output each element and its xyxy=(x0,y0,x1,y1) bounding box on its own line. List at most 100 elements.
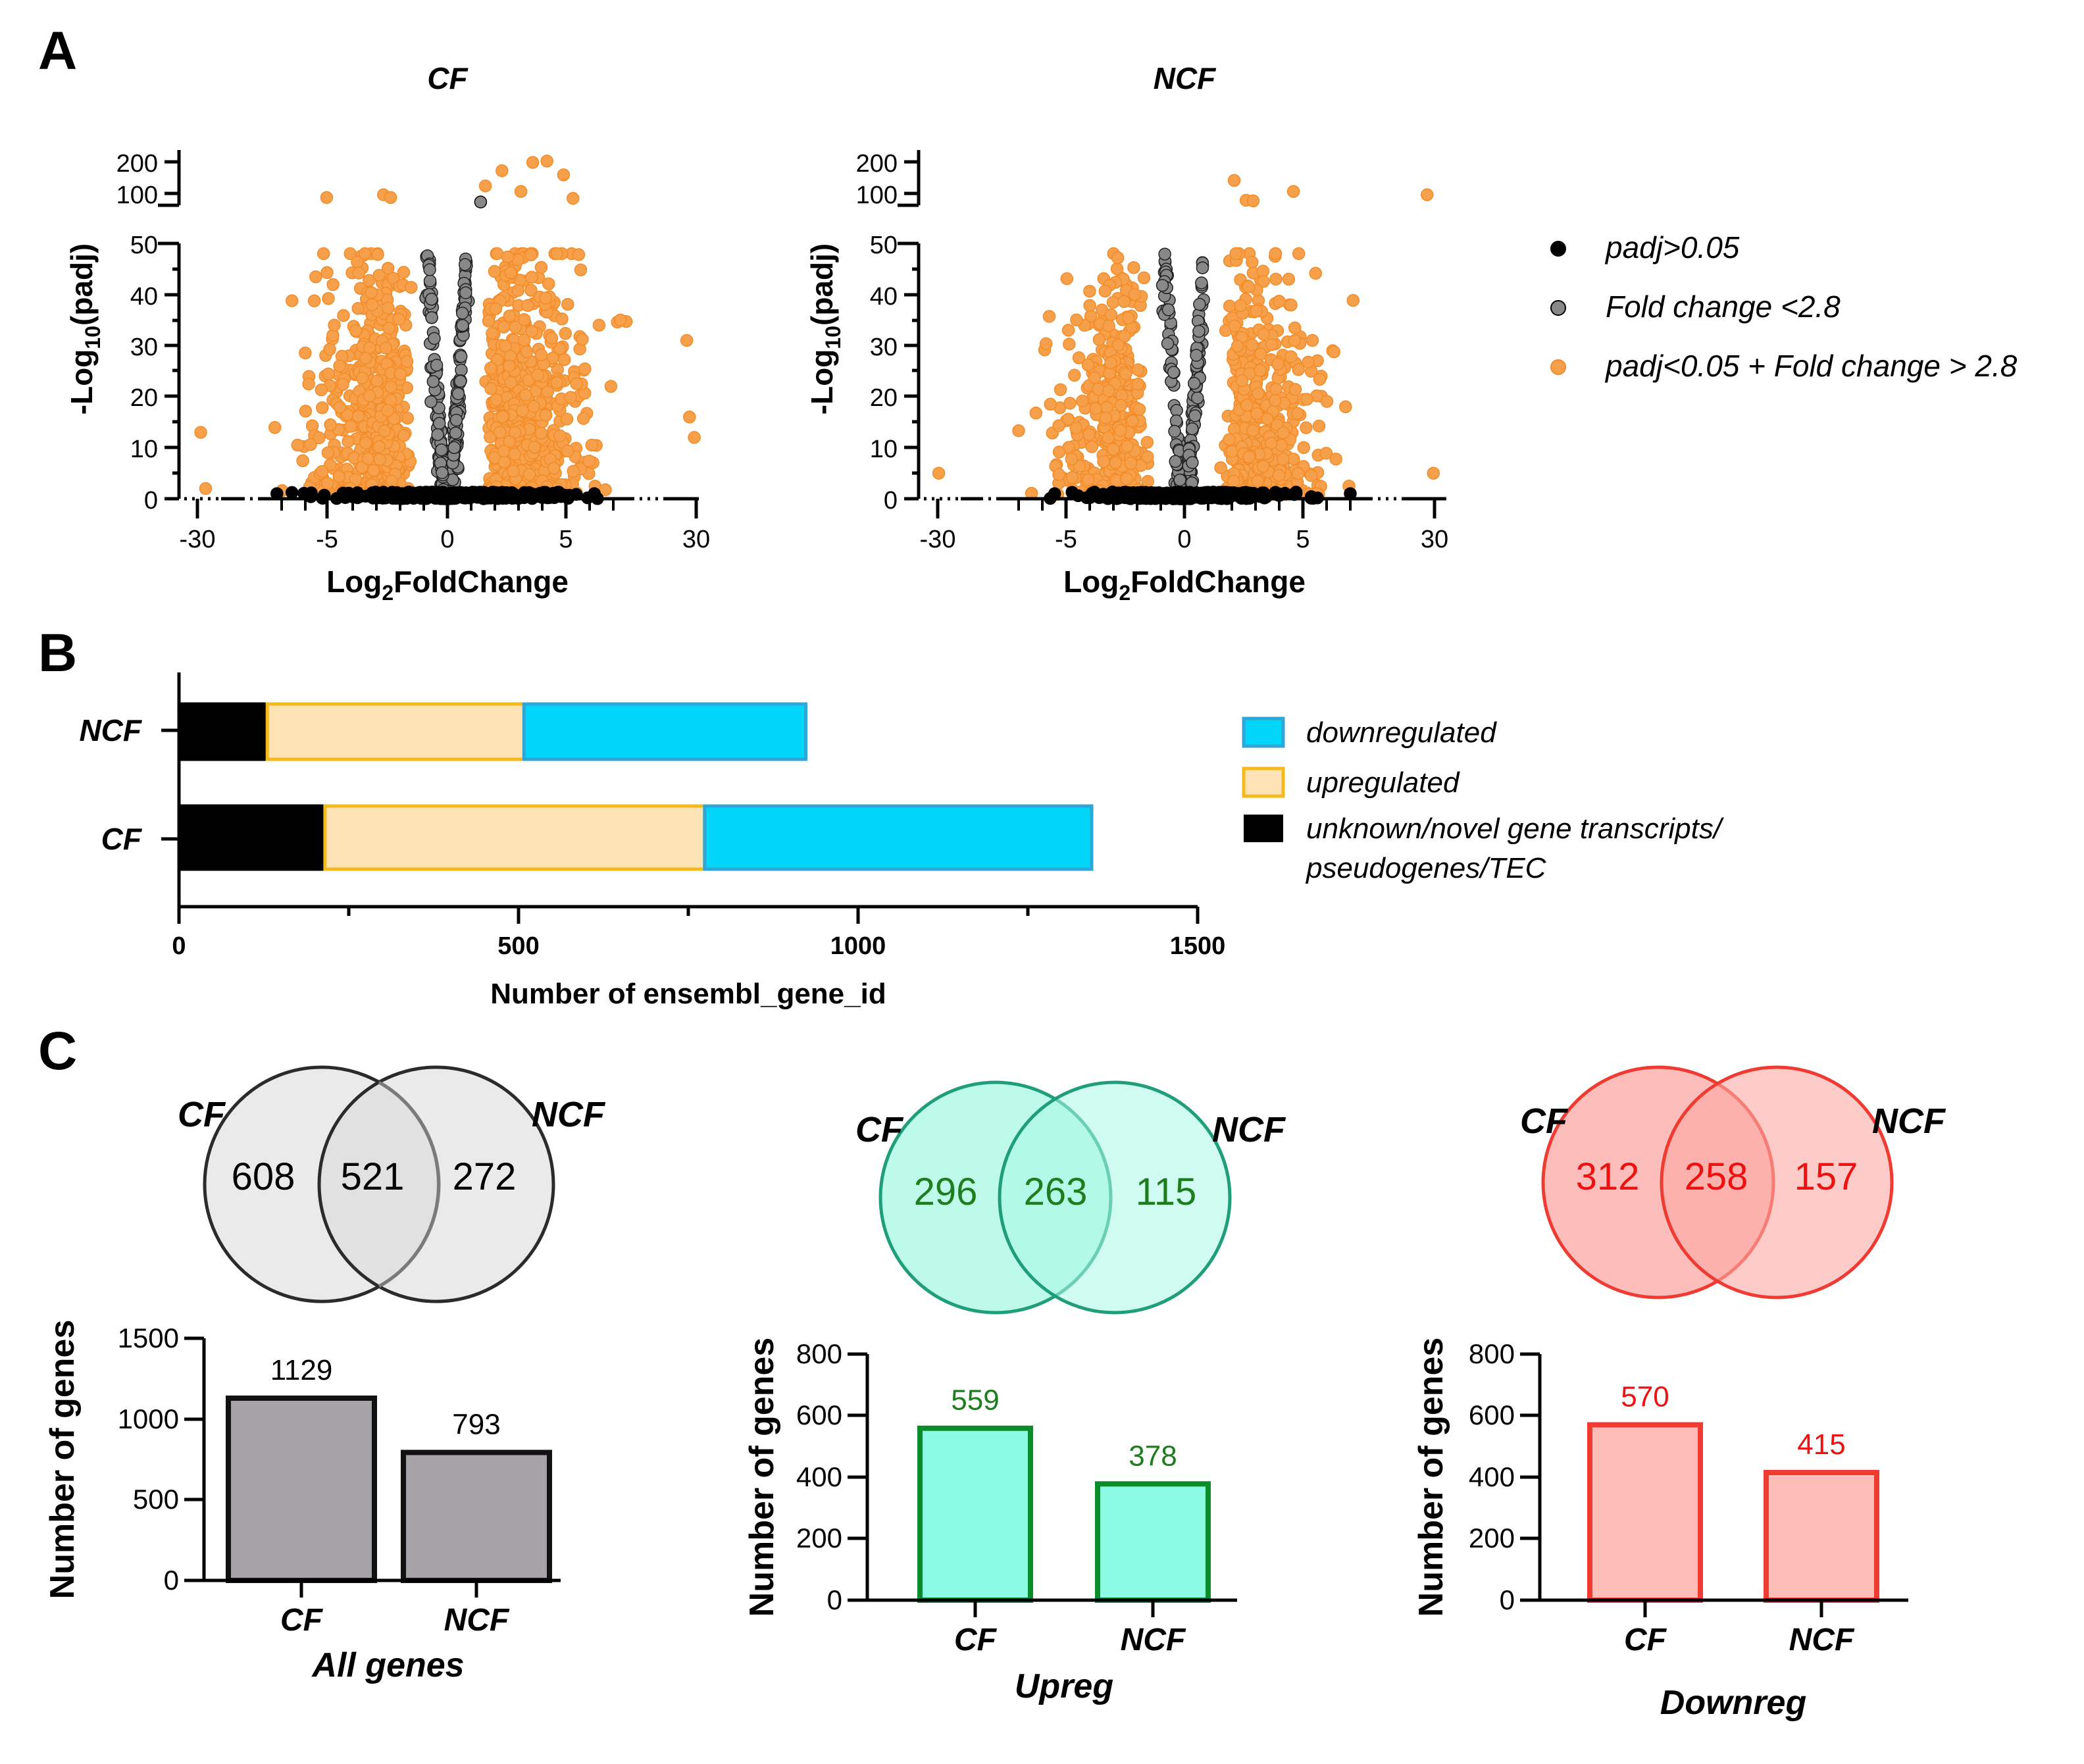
bar-all-ytick-0: 0 xyxy=(164,1565,179,1596)
volcano-point xyxy=(1109,456,1123,470)
volcano-cf-ytick-10: 10 xyxy=(130,436,158,463)
volcano-point xyxy=(521,299,534,313)
volcano-ncf-ytick-30: 30 xyxy=(870,334,898,361)
venn-upregulated: CF NCF 296 263 115 xyxy=(855,1080,1286,1315)
volcano-point xyxy=(1092,333,1106,346)
volcano-point xyxy=(488,265,501,278)
volcano-point xyxy=(496,410,509,424)
volcano-point xyxy=(1104,356,1117,370)
volcano-point xyxy=(431,428,444,441)
volcano-point xyxy=(1265,338,1279,351)
volcano-point xyxy=(1068,368,1081,382)
volcano-point xyxy=(332,470,346,484)
bar-value-label-cf: 1129 xyxy=(270,1354,333,1386)
volcano-point xyxy=(497,455,511,468)
volcano-point xyxy=(555,313,569,326)
volcano-point xyxy=(423,274,437,288)
volcano-point xyxy=(497,444,511,458)
volcano-point xyxy=(1193,297,1206,311)
volcano-point xyxy=(1061,324,1075,337)
volcano-point xyxy=(489,302,503,316)
volcano-point xyxy=(291,438,304,452)
volcano-point xyxy=(337,309,350,322)
volcano-point xyxy=(560,413,574,426)
volcano-point xyxy=(424,293,438,306)
volcano-point xyxy=(199,482,213,495)
volcano-ncf-title: NCF xyxy=(1154,61,1217,95)
volcano-point xyxy=(1126,414,1139,428)
volcano-point xyxy=(315,465,329,478)
volcano-point xyxy=(1269,382,1283,395)
volcano-point xyxy=(478,179,492,193)
bar-ncf xyxy=(401,1449,552,1583)
volcano-point xyxy=(520,345,534,359)
stacked-bar-category-ncf: NCF xyxy=(79,713,142,747)
bar-up-title: Upreg xyxy=(1015,1667,1113,1705)
volcano-point xyxy=(1297,441,1310,454)
volcano-point xyxy=(1309,266,1323,280)
volcano-point xyxy=(379,341,393,355)
volcano-ncf-ytick-200: 200 xyxy=(856,150,898,178)
bar-value-label-cf: 559 xyxy=(951,1384,999,1417)
volcano-point xyxy=(1254,364,1267,377)
volcano-point xyxy=(1132,403,1146,416)
volcano-point xyxy=(524,248,538,262)
volcano-point xyxy=(1137,271,1151,285)
bar-up-ytick-800: 800 xyxy=(796,1338,842,1369)
bar-ncf xyxy=(1095,1481,1211,1603)
volcano-point xyxy=(553,429,567,443)
volcano-point xyxy=(372,440,386,453)
volcano-point xyxy=(320,476,334,490)
volcano-point xyxy=(484,361,497,375)
volcano-point xyxy=(352,266,366,280)
volcano-point xyxy=(1070,313,1083,327)
volcano-point xyxy=(333,359,346,372)
volcano-cf-ytick-200: 200 xyxy=(116,150,158,178)
bar-all-ytick-500: 500 xyxy=(133,1484,179,1515)
volcano-point xyxy=(561,444,574,458)
volcano-point xyxy=(435,443,448,457)
volcano-point xyxy=(430,359,444,372)
volcano-ncf-x-axis xyxy=(924,497,1446,518)
volcano-point xyxy=(1110,262,1124,276)
legend-ns-label: padj>0.05 xyxy=(1604,230,1740,265)
volcano-point xyxy=(1169,414,1183,428)
stacked-bar-xtick-0: 0 xyxy=(172,932,186,960)
volcano-point xyxy=(382,322,395,335)
volcano-ncf-ytick-20: 20 xyxy=(870,384,898,412)
volcano-point xyxy=(1282,272,1296,286)
volcano-point xyxy=(1292,247,1306,261)
volcano-point xyxy=(1173,473,1186,487)
volcano-point xyxy=(382,301,395,315)
volcano-ncf-y-axis xyxy=(898,150,921,501)
volcano-point xyxy=(315,383,328,397)
volcano-point xyxy=(1085,440,1098,453)
venn-all-right-only: 272 xyxy=(453,1155,517,1198)
volcano-point xyxy=(567,191,580,205)
volcano-point xyxy=(405,281,418,294)
volcano-point xyxy=(1269,272,1283,286)
volcano-ncf-xtick-30: 30 xyxy=(1421,526,1448,553)
volcano-ncf-xtick-n5: -5 xyxy=(1055,526,1077,553)
volcano-point xyxy=(1042,310,1056,323)
volcano-point xyxy=(361,452,375,465)
volcano-cf-ytick-30: 30 xyxy=(130,334,158,361)
volcano-point xyxy=(1191,391,1204,405)
volcano-point xyxy=(1044,397,1057,411)
volcano-point xyxy=(1124,457,1138,470)
volcano-ncf-xlabel: Log2FoldChange xyxy=(1063,565,1306,605)
volcano-point xyxy=(424,395,438,409)
volcano-point xyxy=(507,465,520,478)
volcano-point xyxy=(1089,402,1102,415)
volcano-point xyxy=(1292,363,1305,376)
volcano-point xyxy=(540,155,553,168)
bar-up-ylabel: Number of genes xyxy=(743,1338,781,1617)
volcano-point xyxy=(1187,376,1201,390)
volcano-point xyxy=(503,435,516,448)
volcano-point xyxy=(1161,337,1175,350)
venn-all-left-only: 608 xyxy=(232,1155,295,1198)
volcano-point xyxy=(539,291,552,305)
volcano-point xyxy=(570,377,583,390)
volcano-point xyxy=(1088,371,1102,384)
volcano-point xyxy=(614,313,627,327)
